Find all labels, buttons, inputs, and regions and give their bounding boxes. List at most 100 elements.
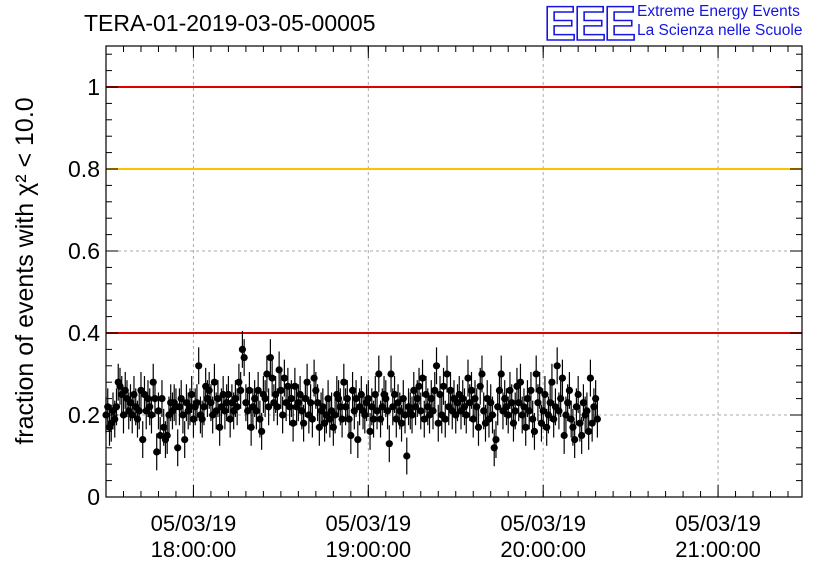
data-point bbox=[532, 370, 540, 378]
data-point bbox=[307, 399, 315, 407]
data-point bbox=[464, 374, 472, 382]
data-series bbox=[102, 330, 601, 475]
data-point bbox=[354, 436, 362, 444]
data-point bbox=[338, 415, 346, 423]
data-point bbox=[179, 411, 187, 419]
data-point bbox=[347, 431, 355, 440]
x-tick-date-label: 05/03/19 bbox=[151, 511, 237, 536]
data-point bbox=[195, 362, 203, 370]
data-point bbox=[242, 399, 250, 407]
data-point bbox=[385, 440, 393, 448]
data-point bbox=[431, 386, 439, 394]
data-point bbox=[441, 415, 449, 423]
data-point bbox=[567, 415, 575, 423]
data-point bbox=[488, 411, 497, 419]
data-point bbox=[429, 407, 437, 415]
data-point bbox=[541, 390, 549, 399]
data-point bbox=[576, 419, 584, 427]
x-tick-time-label: 18:00:00 bbox=[151, 537, 237, 562]
data-point bbox=[383, 407, 392, 415]
data-point bbox=[174, 444, 182, 452]
data-point bbox=[361, 411, 369, 419]
data-point bbox=[592, 395, 600, 403]
data-point bbox=[434, 419, 442, 427]
data-point bbox=[193, 399, 201, 407]
data-point bbox=[158, 395, 166, 403]
data-point bbox=[291, 382, 299, 390]
data-point bbox=[586, 374, 595, 382]
data-point bbox=[287, 395, 295, 403]
data-point bbox=[181, 436, 189, 444]
data-point bbox=[415, 382, 423, 390]
data-point bbox=[401, 411, 409, 419]
y-tick-label: 0.6 bbox=[68, 238, 100, 264]
x-tick-date-label: 05/03/19 bbox=[675, 511, 761, 536]
data-point bbox=[369, 415, 378, 423]
data-point bbox=[418, 374, 427, 382]
data-point bbox=[266, 354, 274, 362]
data-point bbox=[231, 395, 240, 403]
data-point bbox=[555, 407, 563, 415]
data-point bbox=[560, 431, 568, 440]
data-point bbox=[254, 386, 262, 394]
data-point bbox=[439, 382, 448, 390]
data-point bbox=[583, 407, 591, 415]
data-point bbox=[357, 390, 365, 399]
data-point bbox=[341, 403, 350, 411]
data-point bbox=[156, 431, 164, 440]
data-point bbox=[417, 407, 425, 415]
data-point bbox=[522, 423, 530, 431]
chart-title: TERA-01-2019-03-05-00005 bbox=[84, 10, 376, 36]
data-point bbox=[133, 415, 142, 423]
data-point bbox=[265, 403, 273, 411]
data-point bbox=[565, 386, 574, 394]
data-point bbox=[527, 386, 535, 394]
data-point bbox=[590, 403, 598, 411]
data-point bbox=[371, 390, 379, 399]
data-point bbox=[536, 386, 544, 394]
data-point bbox=[340, 378, 348, 386]
data-point bbox=[497, 370, 505, 378]
data-point bbox=[308, 415, 316, 423]
data-point bbox=[310, 374, 318, 382]
data-point bbox=[252, 407, 260, 415]
data-point bbox=[238, 345, 247, 353]
data-point bbox=[382, 395, 390, 403]
data-point bbox=[578, 431, 586, 440]
data-point bbox=[492, 436, 500, 444]
data-point bbox=[509, 419, 518, 427]
data-point bbox=[247, 423, 255, 431]
x-tick-date-label: 05/03/19 bbox=[500, 511, 586, 536]
data-point bbox=[387, 370, 395, 378]
y-tick-label: 0.2 bbox=[68, 402, 100, 428]
data-point bbox=[312, 386, 320, 394]
data-point bbox=[506, 386, 514, 394]
data-point bbox=[289, 419, 297, 427]
data-point bbox=[504, 411, 512, 419]
axis-ticks: 00.20.40.60.8105/03/1918:00:0005/03/1919… bbox=[68, 46, 802, 562]
data-point bbox=[462, 411, 470, 419]
data-point bbox=[520, 403, 528, 411]
data-point bbox=[284, 382, 292, 390]
data-point bbox=[216, 423, 224, 431]
plot-frame bbox=[105, 45, 803, 498]
data-point bbox=[420, 415, 428, 423]
data-point bbox=[154, 407, 163, 415]
data-point bbox=[258, 427, 266, 435]
data-point bbox=[574, 390, 582, 399]
data-point bbox=[366, 427, 374, 435]
logo-letters: EEE bbox=[544, 0, 635, 44]
data-point bbox=[144, 395, 152, 403]
data-point bbox=[518, 411, 526, 419]
data-point bbox=[480, 407, 488, 415]
x-tick-time-label: 21:00:00 bbox=[675, 537, 761, 562]
x-tick-date-label: 05/03/19 bbox=[325, 511, 411, 536]
data-point bbox=[112, 403, 121, 411]
data-point bbox=[331, 411, 339, 419]
data-point bbox=[210, 378, 219, 386]
x-tick-time-label: 20:00:00 bbox=[500, 537, 586, 562]
data-point bbox=[364, 395, 372, 403]
data-point bbox=[343, 395, 351, 403]
data-point bbox=[473, 403, 481, 411]
